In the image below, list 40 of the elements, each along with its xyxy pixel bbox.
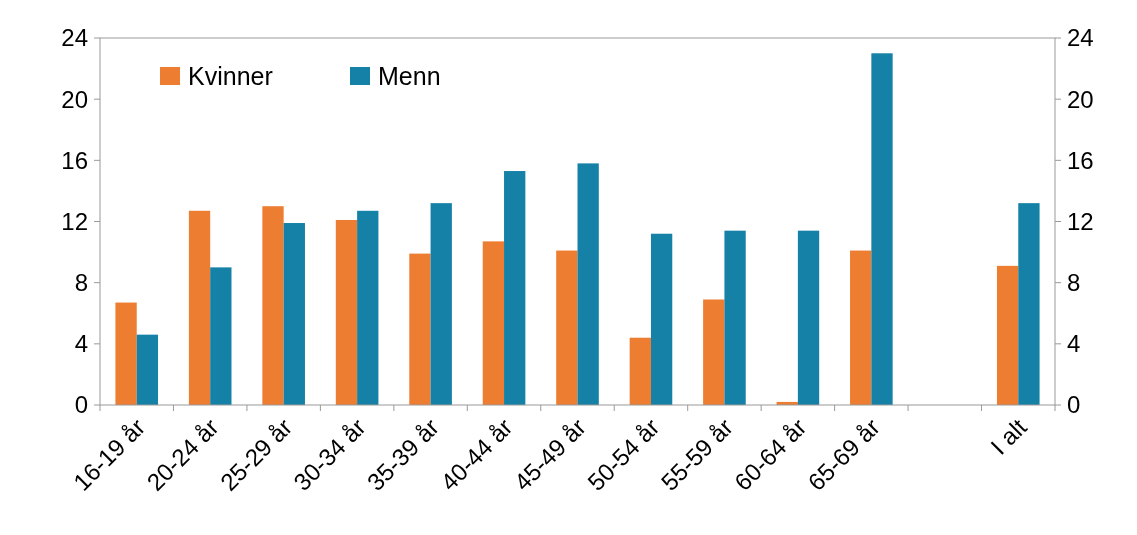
y2-tick-label: 0 [1067,391,1081,419]
bar [871,53,893,405]
y2-tick-label: 24 [1067,24,1094,52]
bar [556,250,578,405]
bar [703,299,725,405]
bar [115,302,137,405]
bar [504,171,526,405]
legend-label: Menn [378,61,441,90]
bar [629,337,651,405]
y-tick-label: 8 [74,269,88,297]
bar [357,210,379,405]
y-tick-label: 12 [61,207,88,235]
bar [577,163,599,405]
y-tick-label: 20 [61,85,88,113]
bar [188,210,211,405]
legend-label: Kvinner [188,61,273,90]
y-tick-label: 16 [61,146,88,174]
y2-tick-label: 4 [1067,330,1081,358]
bar [724,230,746,405]
bar [1018,203,1040,405]
bar [335,219,358,405]
bar [650,233,673,405]
bar [430,203,452,405]
bar [409,253,431,405]
y2-tick-label: 8 [1067,269,1081,297]
bar [283,223,305,405]
bar [850,250,872,405]
y-tick-label: 24 [61,24,88,52]
bar [262,206,284,405]
y-tick-label: 0 [74,391,88,419]
y-tick-label: 4 [74,330,88,358]
bar [797,230,820,405]
bar [210,267,232,405]
y2-tick-label: 12 [1067,207,1094,235]
y2-tick-label: 20 [1067,85,1094,113]
bar [996,265,1019,405]
x-tick-label: I alt [985,413,1032,460]
y2-tick-label: 16 [1067,146,1094,174]
bar [482,241,505,405]
bar [136,334,159,405]
